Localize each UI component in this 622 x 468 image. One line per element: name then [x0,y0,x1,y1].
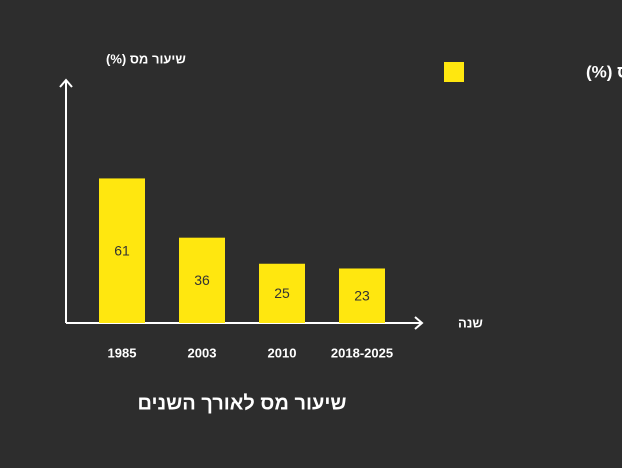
value-label: 36 [194,272,210,288]
value-label: 23 [354,287,370,303]
value-label: 25 [274,285,290,301]
chart-title: שיעור מס לאורך השנים [137,392,346,414]
x-tick-label: 1985 [108,345,137,360]
value-label: 61 [114,242,130,258]
y-axis-arrow [59,78,73,88]
y-axis-label: שיעור מס (%) [106,51,186,66]
x-tick-label: 2010 [268,345,297,360]
bar [179,237,225,323]
legend-label: שיעור מס (%) [586,62,622,81]
x-axis-label: שנה [458,315,483,330]
x-axis-arrow [414,316,424,330]
x-tick-label: 2003 [188,345,217,360]
bar [339,268,385,323]
bar [259,263,305,323]
x-tick-label: 2018-2025 [331,345,393,360]
bar [99,178,145,323]
legend-swatch [444,62,464,82]
